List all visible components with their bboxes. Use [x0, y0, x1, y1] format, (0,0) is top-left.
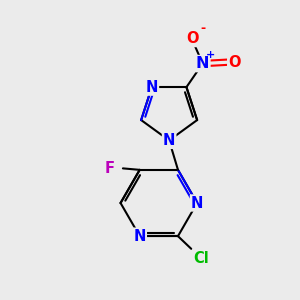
Text: N: N — [163, 133, 175, 148]
Text: O: O — [228, 55, 241, 70]
Text: N: N — [146, 80, 158, 94]
Text: O: O — [186, 31, 199, 46]
Text: -: - — [200, 22, 205, 35]
Text: F: F — [104, 161, 114, 176]
Text: Cl: Cl — [193, 251, 208, 266]
Text: +: + — [206, 50, 214, 60]
Text: N: N — [134, 229, 146, 244]
Text: N: N — [191, 196, 203, 211]
Text: N: N — [196, 56, 209, 71]
